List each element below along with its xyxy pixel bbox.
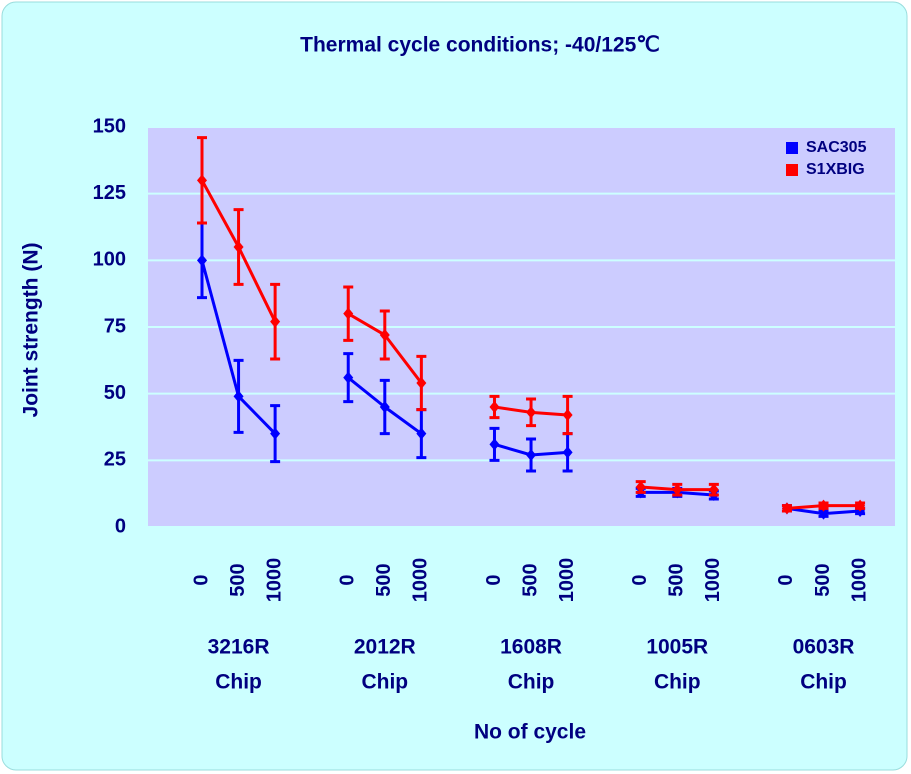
y-tick-label: 100 xyxy=(93,249,126,271)
marker xyxy=(233,390,244,403)
marker xyxy=(270,315,281,328)
marker xyxy=(562,409,573,421)
marker xyxy=(379,329,390,341)
x-tick-label: 0 xyxy=(629,574,651,585)
x-tick-label: 1000 xyxy=(702,558,724,603)
marker xyxy=(781,502,792,515)
group-label: 1005R xyxy=(646,636,708,659)
marker xyxy=(635,481,646,493)
marker xyxy=(379,401,390,413)
marker xyxy=(818,499,829,512)
group-label: Chip xyxy=(508,671,555,694)
x-tick-label: 0 xyxy=(775,574,797,585)
marker xyxy=(672,483,683,496)
legend-label: SAC305 xyxy=(806,139,867,156)
marker xyxy=(489,401,500,413)
x-tick-label: 500 xyxy=(666,563,688,596)
marker xyxy=(526,449,537,461)
x-tick-label: 1000 xyxy=(848,558,870,603)
marker xyxy=(416,427,427,440)
x-tick-label: 1000 xyxy=(263,558,285,603)
x-tick-label: 500 xyxy=(812,563,834,596)
y-tick-label: 150 xyxy=(93,115,126,137)
x-axis-label: No of cycle xyxy=(474,721,586,744)
group-label: 1608R xyxy=(500,636,562,659)
group-label: Chip xyxy=(215,671,262,694)
x-tick-label: 1000 xyxy=(556,558,578,603)
marker xyxy=(343,371,354,384)
chart-title: Thermal cycle conditions; -40/125℃ xyxy=(300,34,660,57)
marker xyxy=(489,438,500,451)
y-tick-label: 50 xyxy=(104,382,126,404)
legend-label: S1XBIG xyxy=(806,161,865,178)
marker xyxy=(855,499,866,512)
group-label: Chip xyxy=(654,671,701,694)
group-label: Chip xyxy=(800,671,847,694)
y-tick-label: 25 xyxy=(104,449,126,471)
y-tick-label: 75 xyxy=(104,315,126,337)
x-tick-label: 1000 xyxy=(410,558,432,603)
marker xyxy=(197,254,207,267)
marker xyxy=(416,377,427,389)
marker xyxy=(708,483,719,496)
y-axis-label: Joint strength (N) xyxy=(20,243,43,418)
y-tick-label: 125 xyxy=(93,182,126,204)
legend-swatch xyxy=(786,142,798,154)
marker xyxy=(233,241,244,253)
group-label: 2012R xyxy=(354,636,416,659)
x-tick-label: 0 xyxy=(337,574,359,585)
x-tick-label: 500 xyxy=(373,563,395,596)
group-label: Chip xyxy=(361,671,408,694)
marker xyxy=(562,446,573,459)
marker xyxy=(818,507,829,520)
x-tick-label: 500 xyxy=(227,563,249,596)
marker xyxy=(270,427,281,440)
marker xyxy=(343,307,354,320)
x-tick-label: 0 xyxy=(483,574,505,585)
legend-swatch xyxy=(786,164,798,176)
y-tick-label: 0 xyxy=(115,515,126,537)
x-tick-label: 500 xyxy=(519,563,541,596)
group-label: 0603R xyxy=(793,636,855,659)
marker xyxy=(197,174,207,187)
group-label: 3216R xyxy=(208,636,270,659)
x-tick-label: 0 xyxy=(190,574,212,585)
marker xyxy=(526,406,537,419)
